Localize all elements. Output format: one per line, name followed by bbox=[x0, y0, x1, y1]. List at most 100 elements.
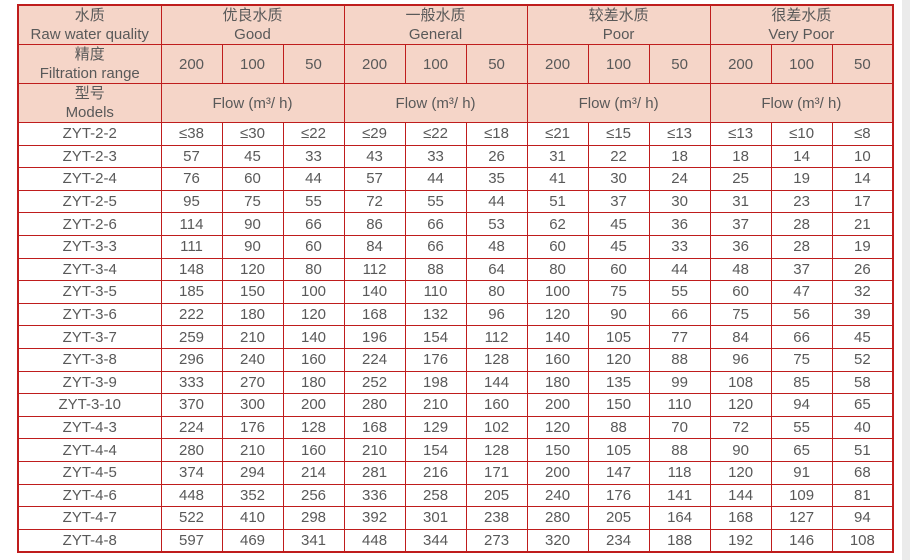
flow-value-cell: 344 bbox=[404, 528, 467, 553]
model-cell: ZYT-4-8 bbox=[17, 528, 162, 553]
flow-value-cell: 120 bbox=[282, 302, 345, 327]
flow-value-cell: 171 bbox=[465, 460, 528, 485]
flow-value-cell: 252 bbox=[343, 370, 406, 395]
flow-value-cell: 45 bbox=[221, 144, 284, 169]
flow-value-cell: 108 bbox=[709, 370, 772, 395]
flow-value-cell: 19 bbox=[831, 234, 894, 259]
flow-value-cell: 281 bbox=[343, 460, 406, 485]
flow-value-cell: 280 bbox=[526, 506, 589, 530]
flow-label-cell: Flow (m³/ h) bbox=[343, 83, 528, 123]
flow-value-cell: ≤30 bbox=[221, 122, 284, 146]
flow-value-cell: 188 bbox=[648, 528, 711, 553]
header-filtration-range: 精度 Filtration range bbox=[17, 44, 162, 84]
model-cell: ZYT-3-3 bbox=[17, 234, 162, 259]
group-general-en: General bbox=[408, 26, 463, 43]
flow-value-cell: 102 bbox=[465, 415, 528, 440]
flow-value-cell: 60 bbox=[526, 234, 589, 259]
flow-value-cell: 110 bbox=[404, 280, 467, 304]
filtration-value-cell: 50 bbox=[465, 44, 528, 84]
flow-value-cell: 85 bbox=[770, 370, 833, 395]
flow-value-cell: 37 bbox=[709, 212, 772, 236]
flow-value-cell: 36 bbox=[648, 212, 711, 236]
flow-value-cell: 33 bbox=[404, 144, 467, 169]
table-row: ZYT-4-3 224 176 128 168 129 102 120 88 70 72 55 40 bbox=[17, 415, 894, 440]
flow-value-cell: 128 bbox=[465, 347, 528, 372]
flow-value-cell: ≤21 bbox=[526, 122, 589, 146]
flow-value-cell: 180 bbox=[221, 302, 284, 327]
flow-value-cell: 96 bbox=[709, 347, 772, 372]
flow-value-cell: 224 bbox=[343, 347, 406, 372]
flow-value-cell: 280 bbox=[160, 438, 223, 462]
flow-value-cell: 99 bbox=[648, 370, 711, 395]
flow-value-cell: 25 bbox=[709, 167, 772, 191]
flow-value-cell: 94 bbox=[770, 393, 833, 417]
flow-value-cell: 112 bbox=[343, 257, 406, 282]
flow-value-cell: 448 bbox=[160, 483, 223, 508]
model-cell: ZYT-4-6 bbox=[17, 483, 162, 508]
table-row: ZYT-4-6 448 352 256 336 258 205 240 176 141 144 109… bbox=[17, 483, 894, 508]
flow-value-cell: 210 bbox=[221, 438, 284, 462]
flow-value-cell: 111 bbox=[160, 234, 223, 259]
flow-value-cell: 44 bbox=[648, 257, 711, 282]
filtration-range-en: Filtration range bbox=[39, 65, 140, 82]
flow-value-cell: 90 bbox=[221, 234, 284, 259]
table-row: ZYT-3-6 222 180 120 168 132 96 120 90 66 75 56 39 bbox=[17, 302, 894, 327]
flow-value-cell: 30 bbox=[587, 167, 650, 191]
flow-value-cell: 140 bbox=[343, 280, 406, 304]
flow-value-cell: 31 bbox=[709, 189, 772, 214]
model-cell: ZYT-3-4 bbox=[17, 257, 162, 282]
flow-value-cell: 180 bbox=[282, 370, 345, 395]
flow-value-cell: 196 bbox=[343, 325, 406, 349]
flow-value-cell: 132 bbox=[404, 302, 467, 327]
flow-value-cell: 118 bbox=[648, 460, 711, 485]
flow-value-cell: 150 bbox=[221, 280, 284, 304]
flow-value-cell: 94 bbox=[831, 506, 894, 530]
table-row: ZYT-2-6 114 90 66 86 66 53 62 45 36 37 28 21 bbox=[17, 212, 894, 236]
models-en: Models bbox=[65, 104, 114, 121]
model-cell: ZYT-3-9 bbox=[17, 370, 162, 395]
group-general-zh: 一般水质 bbox=[405, 7, 466, 24]
flow-value-cell: 192 bbox=[709, 528, 772, 553]
flow-value-cell: 205 bbox=[465, 483, 528, 508]
flow-value-cell: 17 bbox=[831, 189, 894, 214]
flow-value-cell: 341 bbox=[282, 528, 345, 553]
flow-value-cell: 108 bbox=[831, 528, 894, 553]
flow-value-cell: 135 bbox=[587, 370, 650, 395]
filtration-value-cell: 200 bbox=[160, 44, 223, 84]
flow-value-cell: 51 bbox=[526, 189, 589, 214]
flow-value-cell: 14 bbox=[831, 167, 894, 191]
model-cell: ZYT-3-6 bbox=[17, 302, 162, 327]
table-row: ZYT-4-7 522 410 298 392 301 238 280 205 164 168 127… bbox=[17, 506, 894, 530]
page-right-strip bbox=[902, 0, 910, 560]
flow-value-cell: 33 bbox=[282, 144, 345, 169]
flow-value-cell: 55 bbox=[404, 189, 467, 214]
flow-value-cell: 270 bbox=[221, 370, 284, 395]
flow-value-cell: 88 bbox=[648, 438, 711, 462]
header-row-water-quality: 水质 Raw water quality 优良水质 Good 一般水质 Gene… bbox=[17, 4, 894, 45]
flow-value-cell: 128 bbox=[465, 438, 528, 462]
flow-value-cell: 333 bbox=[160, 370, 223, 395]
flow-value-cell: 65 bbox=[770, 438, 833, 462]
table-row: ZYT-2-2 ≤38 ≤30 ≤22 ≤29 ≤22 ≤18 ≤21 ≤15 ≤13 ≤13 ≤10… bbox=[17, 122, 894, 146]
raw-water-quality-en: Raw water quality bbox=[30, 26, 149, 43]
flow-value-cell: 128 bbox=[282, 415, 345, 440]
flow-value-cell: 44 bbox=[465, 189, 528, 214]
flow-value-cell: 51 bbox=[831, 438, 894, 462]
flow-value-cell: 109 bbox=[770, 483, 833, 508]
flow-value-cell: 58 bbox=[831, 370, 894, 395]
flow-value-cell: 200 bbox=[526, 393, 589, 417]
header-group-general: 一般水质 General bbox=[343, 4, 528, 45]
filtration-value-cell: 200 bbox=[526, 44, 589, 84]
flow-value-cell: 47 bbox=[770, 280, 833, 304]
flow-value-cell: 224 bbox=[160, 415, 223, 440]
flow-value-cell: 214 bbox=[282, 460, 345, 485]
flow-value-cell: 392 bbox=[343, 506, 406, 530]
flow-value-cell: 256 bbox=[282, 483, 345, 508]
flow-value-cell: 32 bbox=[831, 280, 894, 304]
flow-value-cell: 18 bbox=[709, 144, 772, 169]
flow-value-cell: 301 bbox=[404, 506, 467, 530]
flow-value-cell: 45 bbox=[587, 234, 650, 259]
flow-value-cell: 31 bbox=[526, 144, 589, 169]
flow-value-cell: 75 bbox=[770, 347, 833, 372]
flow-value-cell: 147 bbox=[587, 460, 650, 485]
